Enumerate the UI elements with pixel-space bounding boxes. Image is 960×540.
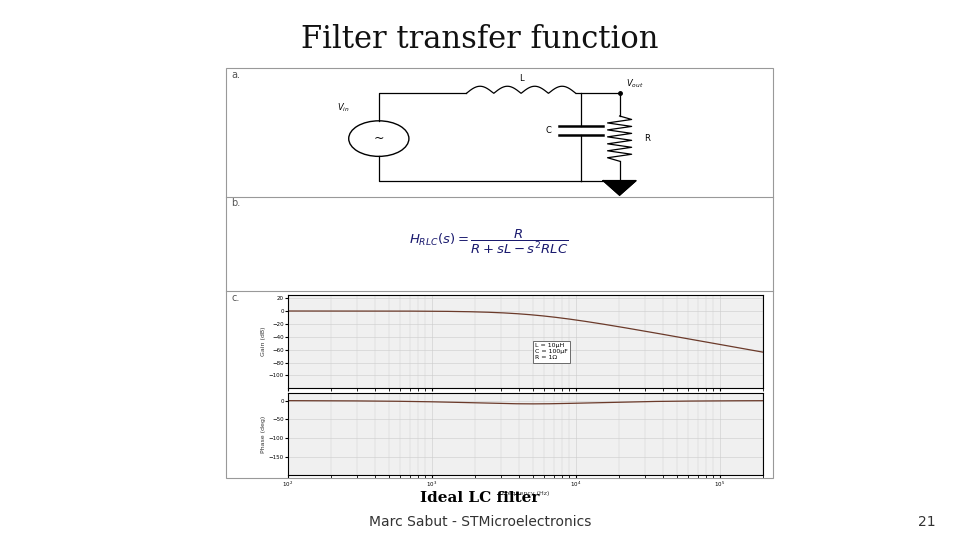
- Polygon shape: [603, 180, 636, 195]
- Text: $V_{out}$: $V_{out}$: [626, 78, 643, 90]
- Text: Ideal LC filter: Ideal LC filter: [420, 491, 540, 505]
- Text: $V_{in}$: $V_{in}$: [337, 102, 349, 114]
- Text: 21: 21: [919, 515, 936, 529]
- Text: L: L: [518, 74, 523, 83]
- Text: L = 10μH
C = 100μF
R = 1Ω: L = 10μH C = 100μF R = 1Ω: [535, 343, 568, 360]
- Text: $H_{RLC}(s) = \dfrac{R}{R + sL - s^2 RLC}$: $H_{RLC}(s) = \dfrac{R}{R + sL - s^2 RLC…: [409, 228, 568, 256]
- Text: C: C: [545, 126, 551, 135]
- Text: Filter transfer function: Filter transfer function: [301, 24, 659, 55]
- Y-axis label: Phase (deg): Phase (deg): [261, 415, 266, 453]
- Text: b.: b.: [231, 198, 241, 208]
- Text: ~: ~: [373, 132, 384, 145]
- Text: c.: c.: [231, 293, 240, 303]
- Text: R: R: [644, 134, 650, 143]
- Text: a.: a.: [231, 70, 240, 80]
- X-axis label: Frequency (Hz): Frequency (Hz): [502, 491, 549, 496]
- Text: Marc Sabut - STMicroelectronics: Marc Sabut - STMicroelectronics: [369, 515, 591, 529]
- Y-axis label: Gain (dB): Gain (dB): [261, 327, 266, 356]
